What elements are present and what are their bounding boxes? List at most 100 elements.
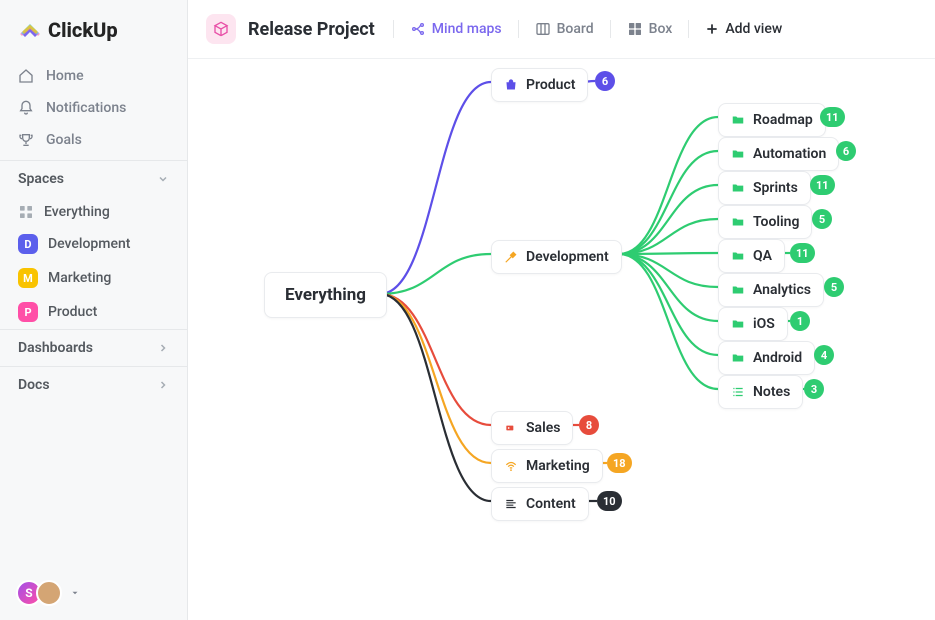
count-badge: 8 — [579, 415, 599, 435]
tag-icon — [504, 421, 518, 435]
avatar-user[interactable] — [36, 580, 62, 606]
space-badge: P — [18, 302, 38, 322]
nav-goals[interactable]: Goals — [0, 124, 187, 156]
caret-down-icon[interactable] — [70, 588, 80, 598]
space-badge: M — [18, 268, 38, 288]
node-label: Marketing — [526, 458, 590, 474]
tab-box[interactable]: Box — [617, 15, 683, 43]
section-spaces[interactable]: Spaces — [0, 160, 187, 197]
mindmap-node[interactable]: Sprints — [718, 171, 811, 205]
mindmap-canvas[interactable]: Everything Product 6 Development Sales 8 Marke… — [188, 59, 935, 620]
main: Release Project Mind maps Board Box Add … — [188, 0, 935, 620]
count-badge: 4 — [814, 345, 834, 365]
chevron-right-icon — [157, 342, 169, 354]
sidebar-footer: S — [0, 566, 187, 620]
space-label: Product — [48, 304, 97, 320]
count-badge: 5 — [824, 277, 844, 297]
mindmap-node[interactable]: Notes — [718, 375, 803, 409]
hammer-icon — [504, 250, 518, 264]
mindmap-node[interactable]: Marketing — [491, 449, 603, 483]
brand-name: ClickUp — [48, 18, 118, 42]
nav-primary: Home Notifications Goals — [0, 56, 187, 160]
mindmap-icon — [410, 21, 426, 37]
trophy-icon — [18, 132, 34, 148]
space-item-product[interactable]: P Product — [0, 295, 187, 329]
section-dashboards[interactable]: Dashboards — [0, 329, 187, 366]
mindmap-node[interactable]: Sales — [491, 411, 573, 445]
count-badge: 18 — [607, 453, 632, 473]
text-icon — [504, 497, 518, 511]
node-label: Sprints — [753, 180, 798, 196]
node-label: Development — [526, 249, 609, 265]
space-badge: D — [18, 234, 38, 254]
box-icon — [627, 21, 643, 37]
folder-icon — [731, 215, 745, 229]
mindmap-node[interactable]: iOS — [718, 307, 788, 341]
folder-icon — [731, 181, 745, 195]
tab-mindmaps[interactable]: Mind maps — [400, 15, 512, 43]
space-label: Marketing — [48, 270, 111, 286]
mindmap-node[interactable]: Android — [718, 341, 815, 375]
plus-icon — [705, 22, 719, 36]
grid-icon — [18, 204, 34, 220]
board-icon — [535, 21, 551, 37]
chevron-down-icon — [157, 173, 169, 185]
node-label: Product — [526, 77, 575, 93]
count-badge: 5 — [812, 209, 832, 229]
space-label: Development — [48, 236, 130, 252]
space-item-marketing[interactable]: M Marketing — [0, 261, 187, 295]
count-badge: 11 — [820, 107, 845, 127]
list-icon — [731, 385, 745, 399]
topbar: Release Project Mind maps Board Box Add … — [188, 0, 935, 59]
folder-icon — [731, 283, 745, 297]
space-list: D Development M Marketing P Product — [0, 227, 187, 329]
project-title: Release Project — [248, 19, 375, 40]
mindmap-node[interactable]: Product — [491, 68, 588, 102]
count-badge: 6 — [595, 71, 615, 91]
node-label: iOS — [753, 316, 775, 332]
project-icon[interactable] — [206, 14, 236, 44]
count-badge: 3 — [804, 379, 824, 399]
sidebar: ClickUp Home Notifications Goals Spaces … — [0, 0, 188, 620]
node-label: Everything — [285, 285, 366, 305]
count-badge: 11 — [790, 243, 815, 263]
mindmap-node[interactable]: Tooling — [718, 205, 812, 239]
brand-logo[interactable]: ClickUp — [0, 0, 187, 56]
home-icon — [18, 68, 34, 84]
node-label: Notes — [753, 384, 790, 400]
space-item-development[interactable]: D Development — [0, 227, 187, 261]
add-view-button[interactable]: Add view — [695, 15, 792, 43]
mindmap-node[interactable]: Automation — [718, 137, 839, 171]
node-label: Automation — [753, 146, 826, 162]
mindmap-node[interactable]: Everything — [264, 272, 387, 318]
chevron-right-icon — [157, 379, 169, 391]
bell-icon — [18, 100, 34, 116]
node-label: Content — [526, 496, 576, 512]
count-badge: 1 — [790, 311, 810, 331]
tab-board[interactable]: Board — [525, 15, 604, 43]
mindmap-node[interactable]: Analytics — [718, 273, 824, 307]
folder-icon — [731, 317, 745, 331]
node-label: Android — [753, 350, 802, 366]
section-docs[interactable]: Docs — [0, 366, 187, 403]
node-label: Roadmap — [753, 112, 813, 128]
node-label: Tooling — [753, 214, 799, 230]
count-badge: 11 — [810, 175, 835, 195]
cube-icon — [213, 21, 229, 37]
folder-icon — [731, 113, 745, 127]
mindmap-node[interactable]: Roadmap — [718, 103, 826, 137]
mindmap-node[interactable]: Development — [491, 240, 622, 274]
wifi-icon — [504, 459, 518, 473]
mindmap-node[interactable]: Content — [491, 487, 589, 521]
node-label: QA — [753, 248, 772, 264]
node-label: Sales — [526, 420, 560, 436]
bag-icon — [504, 78, 518, 92]
mindmap-node[interactable]: QA — [718, 239, 785, 273]
count-badge: 6 — [836, 141, 856, 161]
folder-icon — [731, 351, 745, 365]
nav-notifications[interactable]: Notifications — [0, 92, 187, 124]
folder-icon — [731, 249, 745, 263]
node-label: Analytics — [753, 282, 811, 298]
nav-home[interactable]: Home — [0, 60, 187, 92]
space-everything[interactable]: Everything — [0, 197, 187, 227]
